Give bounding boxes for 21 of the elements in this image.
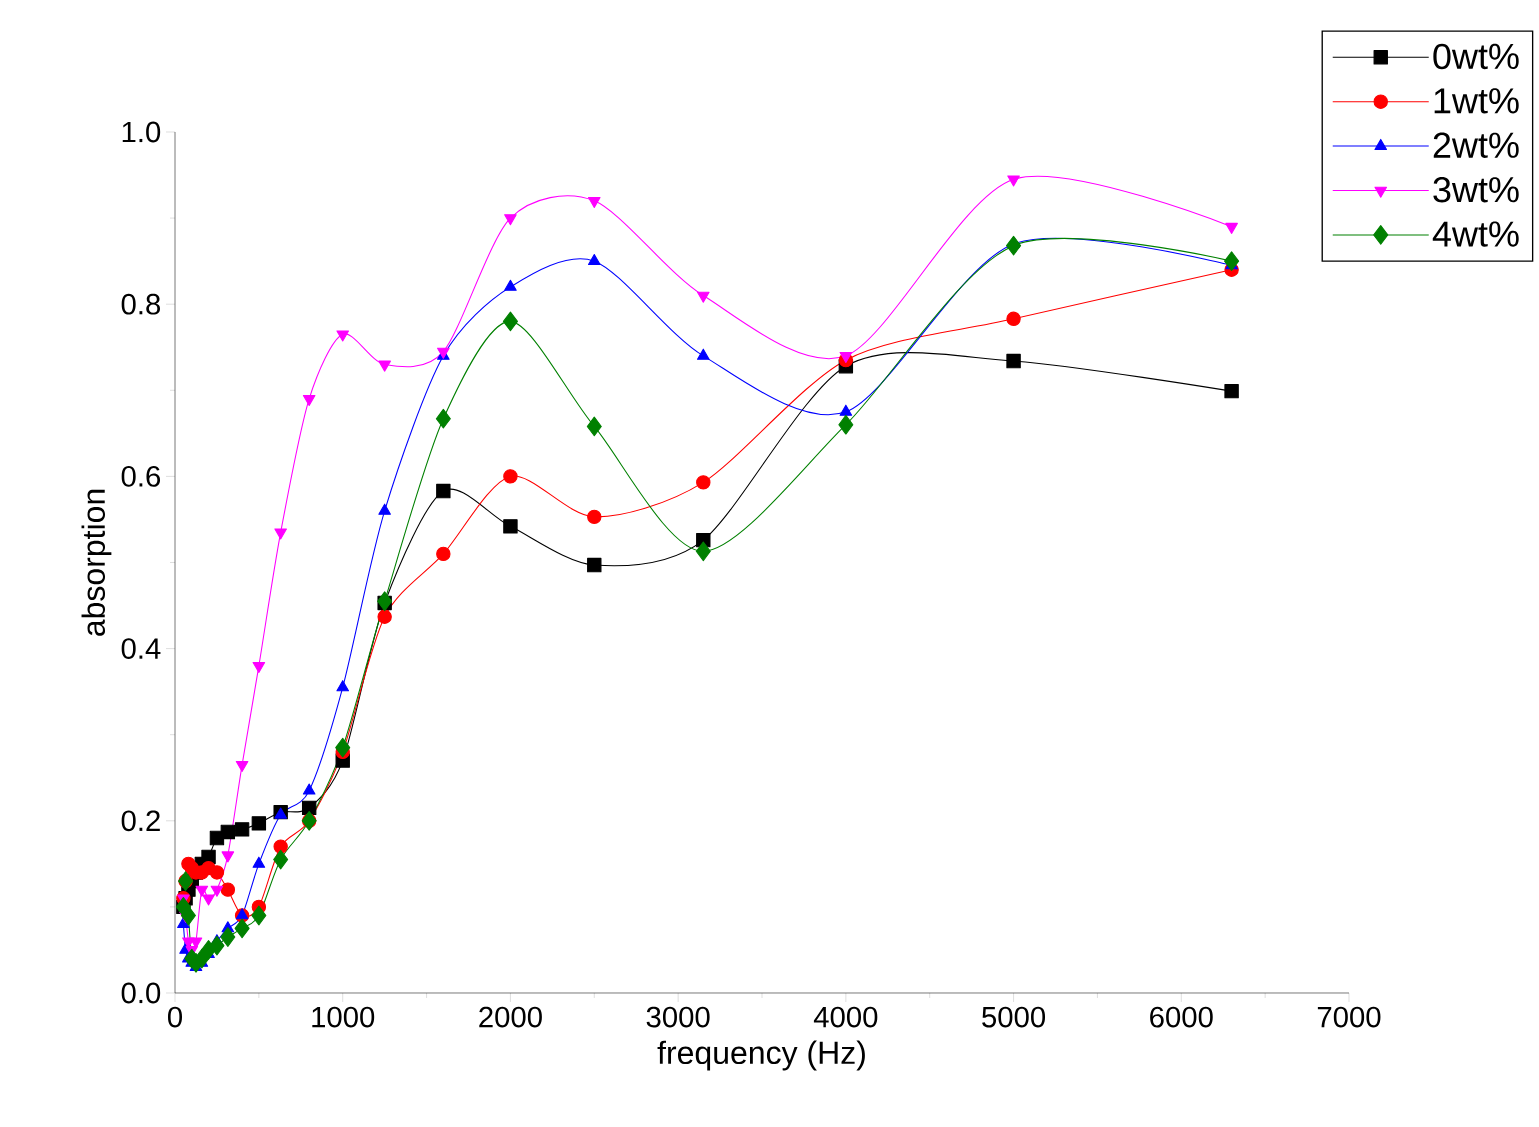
legend-label: 1wt% (1434, 88, 1519, 114)
y-tick-label: 0.6 (121, 465, 161, 487)
x-tick-label: 0 (168, 1006, 183, 1028)
x-tick-label: 3000 (646, 1006, 710, 1028)
y-tick-label: 1.0 (122, 121, 161, 143)
x-tick-label: 2000 (479, 1006, 542, 1028)
y-tick-label: 0.0 (121, 982, 161, 1004)
legend-label: 0wt% (1433, 43, 1519, 70)
legend-label: 3wt% (1433, 176, 1519, 203)
y-tick-label: 0.4 (121, 638, 161, 659)
x-tick-label: 7000 (1317, 1006, 1381, 1028)
x-tick-label: 6000 (1150, 1006, 1213, 1028)
x-tick-label: 1000 (312, 1006, 375, 1028)
y-axis-title: absorption (81, 489, 112, 636)
legend-label: 2wt% (1433, 132, 1519, 158)
x-tick-label: 4000 (813, 1006, 878, 1028)
x-tick-label: 5000 (982, 1006, 1046, 1028)
y-tick-label: 0.8 (121, 293, 161, 315)
x-axis-title: frequency (Hz) (657, 1040, 865, 1071)
legend-label: 4wt% (1432, 221, 1519, 247)
y-tick-label: 0.2 (121, 810, 160, 832)
